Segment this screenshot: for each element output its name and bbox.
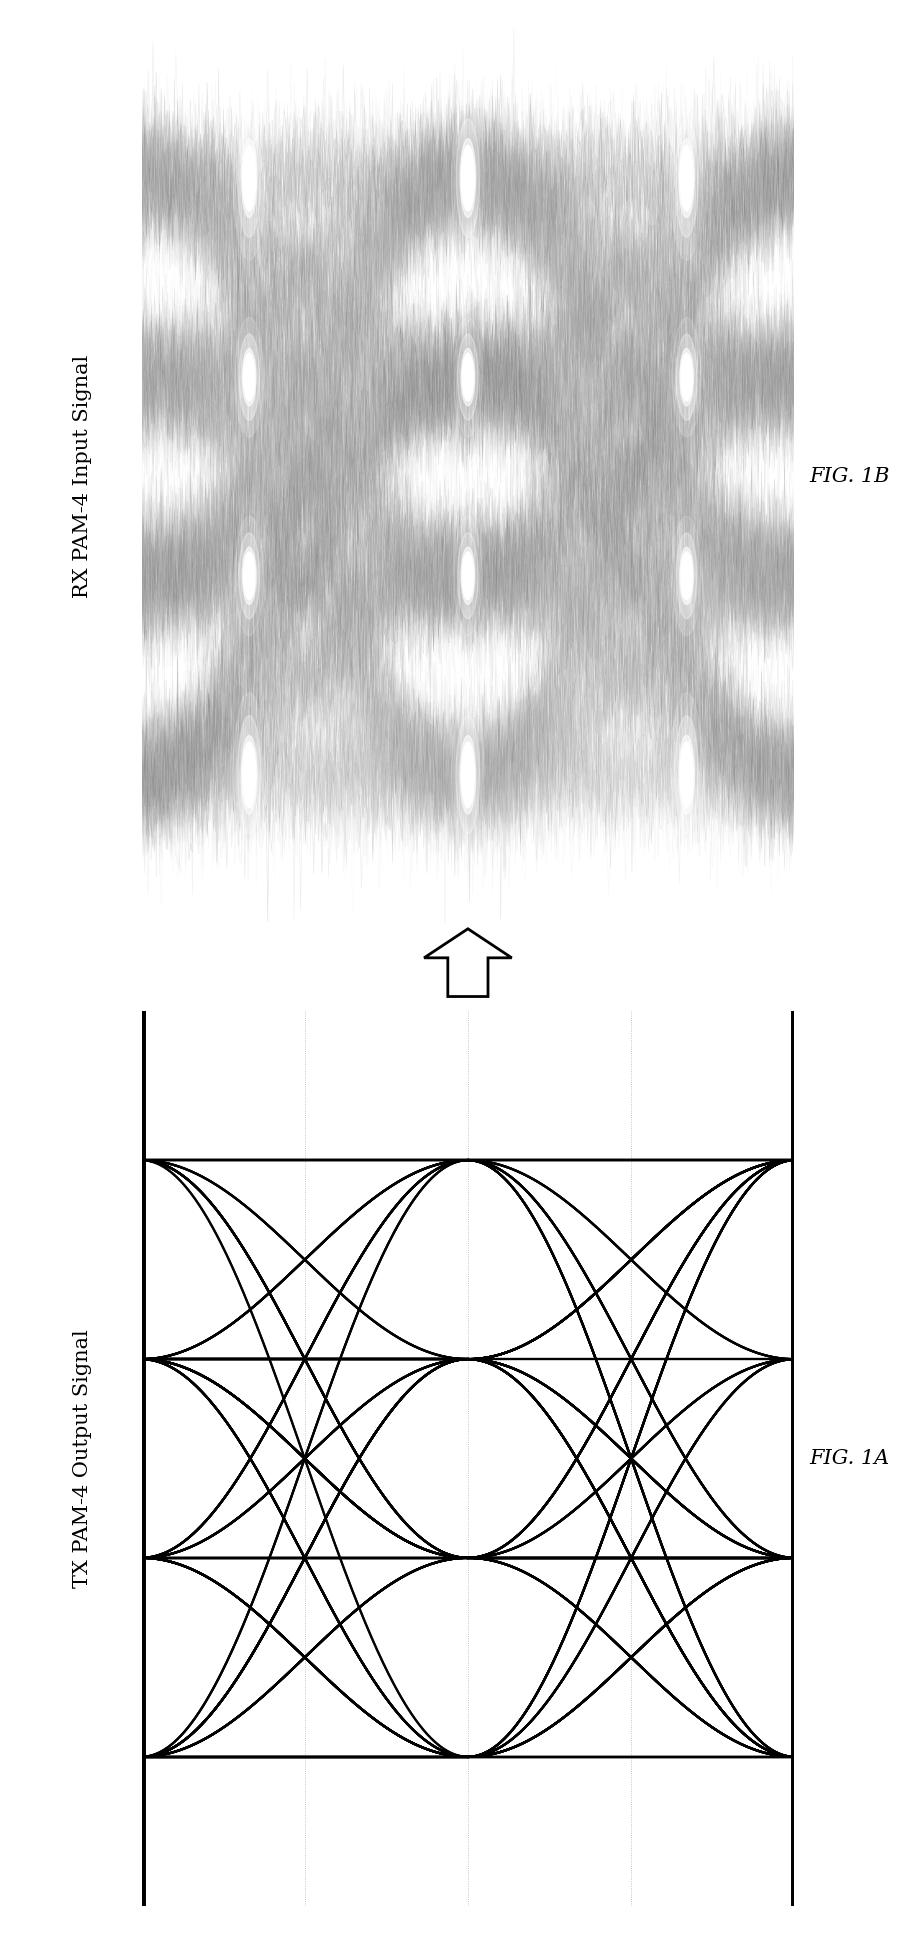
Ellipse shape (678, 139, 695, 217)
Ellipse shape (457, 335, 478, 420)
Ellipse shape (239, 532, 259, 619)
Ellipse shape (233, 693, 266, 857)
Ellipse shape (680, 741, 693, 807)
Ellipse shape (677, 532, 697, 619)
Ellipse shape (243, 741, 256, 807)
Ellipse shape (681, 551, 692, 600)
Ellipse shape (242, 548, 256, 604)
Text: FIG. 1B: FIG. 1B (809, 466, 889, 486)
Ellipse shape (454, 517, 482, 635)
Ellipse shape (670, 693, 703, 857)
Ellipse shape (672, 317, 701, 437)
Ellipse shape (241, 139, 257, 217)
Ellipse shape (235, 517, 264, 635)
Ellipse shape (678, 735, 695, 815)
Ellipse shape (233, 97, 266, 259)
Ellipse shape (452, 693, 484, 857)
Ellipse shape (680, 548, 694, 604)
Ellipse shape (462, 354, 474, 401)
Ellipse shape (239, 335, 259, 420)
Ellipse shape (680, 348, 694, 406)
Ellipse shape (461, 348, 475, 406)
Ellipse shape (457, 532, 478, 619)
Ellipse shape (670, 97, 703, 259)
Ellipse shape (460, 139, 476, 217)
Ellipse shape (456, 120, 479, 238)
Ellipse shape (237, 120, 261, 238)
Ellipse shape (243, 145, 256, 211)
Ellipse shape (242, 348, 256, 406)
Ellipse shape (675, 716, 698, 834)
Text: RX PAM-4 Input Signal: RX PAM-4 Input Signal (73, 354, 91, 598)
Text: FIG. 1A: FIG. 1A (809, 1449, 889, 1469)
Ellipse shape (452, 97, 484, 259)
Ellipse shape (244, 551, 255, 600)
Ellipse shape (244, 354, 255, 401)
Ellipse shape (461, 145, 475, 211)
Ellipse shape (680, 145, 693, 211)
Ellipse shape (460, 735, 476, 815)
Ellipse shape (672, 517, 701, 635)
Ellipse shape (456, 716, 479, 834)
Ellipse shape (461, 741, 475, 807)
Ellipse shape (454, 317, 482, 437)
Ellipse shape (235, 317, 264, 437)
Ellipse shape (461, 548, 475, 604)
Ellipse shape (677, 335, 697, 420)
Ellipse shape (675, 120, 698, 238)
Ellipse shape (241, 735, 257, 815)
Ellipse shape (681, 354, 692, 401)
Text: TX PAM-4 Output Signal: TX PAM-4 Output Signal (73, 1329, 91, 1589)
Ellipse shape (237, 716, 261, 834)
Ellipse shape (462, 551, 474, 600)
